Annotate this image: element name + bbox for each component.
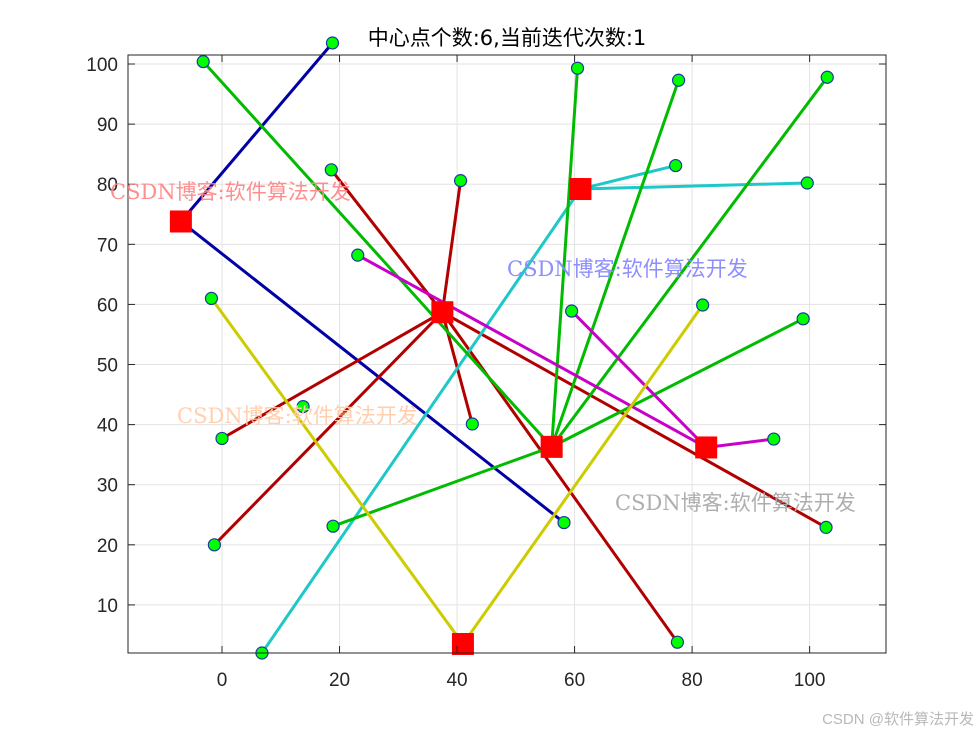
- center-marker: [451, 632, 474, 655]
- data-point: [204, 291, 219, 306]
- cluster-line: [260, 188, 582, 654]
- y-tick-label: 70: [97, 235, 118, 256]
- data-point: [800, 176, 814, 190]
- x-tick-label: 0: [217, 670, 228, 691]
- cluster-line: [213, 311, 444, 546]
- data-point: [796, 312, 810, 326]
- csdn-credit: CSDN @软件算法开发: [822, 711, 974, 728]
- data-point: [296, 399, 310, 414]
- cluster-line: [210, 297, 465, 645]
- data-point: [669, 158, 683, 173]
- cluster-line: [550, 79, 680, 448]
- center-marker: [431, 301, 454, 324]
- watermarks: CSDN博客:软件算法开发 CSDN博客:软件算法开发 CSDN博客:软件算法开发 C…: [110, 180, 856, 515]
- y-tick-label: 60: [97, 295, 118, 316]
- watermark: CSDN博客:软件算法开发: [615, 491, 856, 515]
- cluster-line: [202, 60, 553, 448]
- cluster-line: [179, 220, 565, 524]
- cluster-line: [461, 304, 704, 645]
- cluster-line: [550, 76, 829, 448]
- x-tick-label: 80: [682, 670, 703, 691]
- data-point: [670, 635, 685, 649]
- y-tick-label: 80: [97, 175, 118, 196]
- axis-ticks: 0 20 40 60 80 100 10 20 30 40 50 60 70 80 90 100: [86, 55, 886, 691]
- cluster-line: [580, 164, 676, 191]
- y-tick-label: 100: [86, 55, 118, 76]
- y-tick-label: 40: [97, 416, 118, 437]
- data-point: [324, 163, 338, 177]
- watermark: CSDN博客:软件算法开发: [110, 180, 351, 204]
- plot-area: [128, 55, 886, 653]
- cluster-lines: [179, 42, 829, 654]
- x-tick-label: 40: [446, 670, 467, 691]
- data-point: [325, 36, 340, 50]
- grid: [128, 55, 886, 653]
- data-point: [453, 174, 468, 188]
- cluster-line: [580, 181, 808, 191]
- cluster-line: [221, 310, 444, 440]
- data-point: [207, 538, 221, 552]
- x-tick-label: 60: [564, 670, 585, 691]
- x-tick-label: 100: [794, 670, 826, 691]
- data-point: [696, 298, 710, 312]
- cluster-line: [706, 437, 774, 449]
- data-point: [351, 248, 365, 262]
- watermark: CSDN博客:软件算法开发: [507, 257, 748, 281]
- data-point: [326, 519, 340, 533]
- cluster-line: [330, 168, 444, 314]
- y-tick-label: 90: [97, 115, 118, 136]
- center-marker: [169, 210, 192, 233]
- cluster-line: [570, 309, 708, 449]
- cluster-line: [179, 42, 334, 223]
- data-points: [196, 36, 834, 660]
- center-marker: [569, 178, 592, 201]
- cluster-line: [550, 68, 580, 447]
- data-point: [671, 73, 686, 87]
- y-tick-label: 50: [97, 356, 118, 377]
- watermark: CSDN博客:软件算法开发: [177, 404, 418, 428]
- cluster-line: [550, 317, 804, 449]
- y-tick-label: 30: [97, 476, 118, 497]
- center-marker: [695, 436, 718, 459]
- data-point: [819, 520, 833, 534]
- chart-title: 中心点个数:6,当前迭代次数:1: [368, 26, 647, 50]
- cluster-line: [440, 180, 463, 313]
- data-point: [557, 515, 571, 530]
- data-point: [565, 304, 579, 318]
- data-point: [820, 70, 834, 84]
- data-point: [465, 417, 479, 431]
- plot-frame: [127, 54, 887, 654]
- cluster-line: [332, 445, 553, 528]
- center-marker: [540, 435, 563, 458]
- y-tick-label: 20: [97, 536, 118, 557]
- y-tick-label: 10: [97, 596, 118, 617]
- data-point: [767, 432, 781, 446]
- data-point: [196, 55, 210, 69]
- x-tick-label: 20: [329, 670, 350, 691]
- data-point: [215, 431, 229, 446]
- cluster-line: [441, 310, 827, 529]
- cluster-line: [357, 253, 707, 449]
- data-point: [570, 61, 585, 75]
